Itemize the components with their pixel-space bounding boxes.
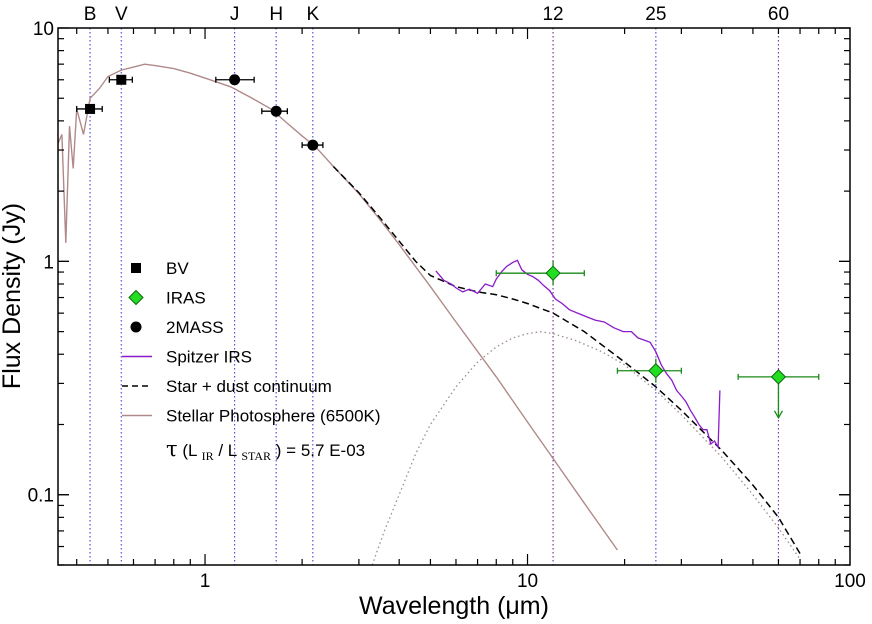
- tick-labels: 1 10 100 0.1 1 10: [28, 19, 866, 592]
- band-label-h: H: [269, 4, 283, 25]
- band-labels: B V J H K 12 25 60: [84, 4, 789, 25]
- band-label-k: K: [306, 4, 319, 25]
- y-axis-title: Flux Density (Jy): [0, 203, 26, 389]
- iras-point: [770, 369, 787, 385]
- tau-annotation: τ (L IR / L STAR ) = 5.7 E-03: [166, 437, 365, 464]
- band-label-25: 25: [645, 4, 666, 25]
- x-axis-title: Wavelength (μm): [359, 592, 549, 620]
- tau-sub-ir: IR: [202, 449, 214, 463]
- irs-curve: [435, 259, 721, 450]
- legend-label: Star + dust continuum: [166, 377, 332, 396]
- model-curves: [57, 63, 801, 566]
- tau-sub-star: STAR: [241, 449, 271, 463]
- y-tick-label: 10: [33, 19, 54, 40]
- tau-open: (L: [182, 441, 197, 460]
- band-label-12: 12: [542, 4, 563, 25]
- band-label-v: V: [115, 4, 128, 25]
- legend-label: Stellar Photosphere (6500K): [166, 407, 381, 426]
- x-tick-label: 1: [200, 571, 211, 592]
- legend-iras-marker: [128, 289, 144, 306]
- legend-label: IRAS: [166, 289, 206, 308]
- tau-symbol: τ: [166, 437, 178, 461]
- axis-ticks: [58, 27, 850, 566]
- bv-point: [116, 74, 127, 85]
- band-label-j: J: [230, 4, 240, 25]
- bv-point: [85, 103, 96, 114]
- 2mass-point: [229, 74, 241, 86]
- iras-upper-limit-head: [773, 410, 784, 420]
- tau-mid: / L: [218, 441, 236, 460]
- x-tick-label: 100: [834, 571, 866, 592]
- tau-close: ) = 5.7 E-03: [276, 441, 365, 460]
- legend-label: BV: [166, 259, 189, 278]
- legend-label: Spitzer IRS: [166, 348, 252, 367]
- legend-2mass-marker: [130, 321, 142, 333]
- dust-curve: [371, 330, 801, 566]
- plot-frame: [57, 27, 851, 566]
- legend-bv-marker: [131, 263, 141, 273]
- total-curve: [332, 165, 801, 554]
- iras-point: [545, 265, 561, 281]
- y-tick-label: 0.1: [28, 486, 54, 507]
- photosphere-curve: [57, 63, 618, 551]
- x-tick-label: 10: [517, 571, 538, 592]
- band-label-b: B: [84, 4, 97, 25]
- 2mass-point: [307, 139, 319, 151]
- band-label-60: 60: [768, 4, 789, 25]
- legend: BV IRAS 2MASS Spitzer IRS Star + dust contin…: [122, 259, 381, 426]
- photometry-points: [76, 74, 820, 420]
- y-tick-label: 1: [43, 252, 54, 273]
- iras-point: [648, 363, 664, 379]
- 2mass-point: [270, 105, 282, 117]
- legend-label: 2MASS: [166, 318, 224, 337]
